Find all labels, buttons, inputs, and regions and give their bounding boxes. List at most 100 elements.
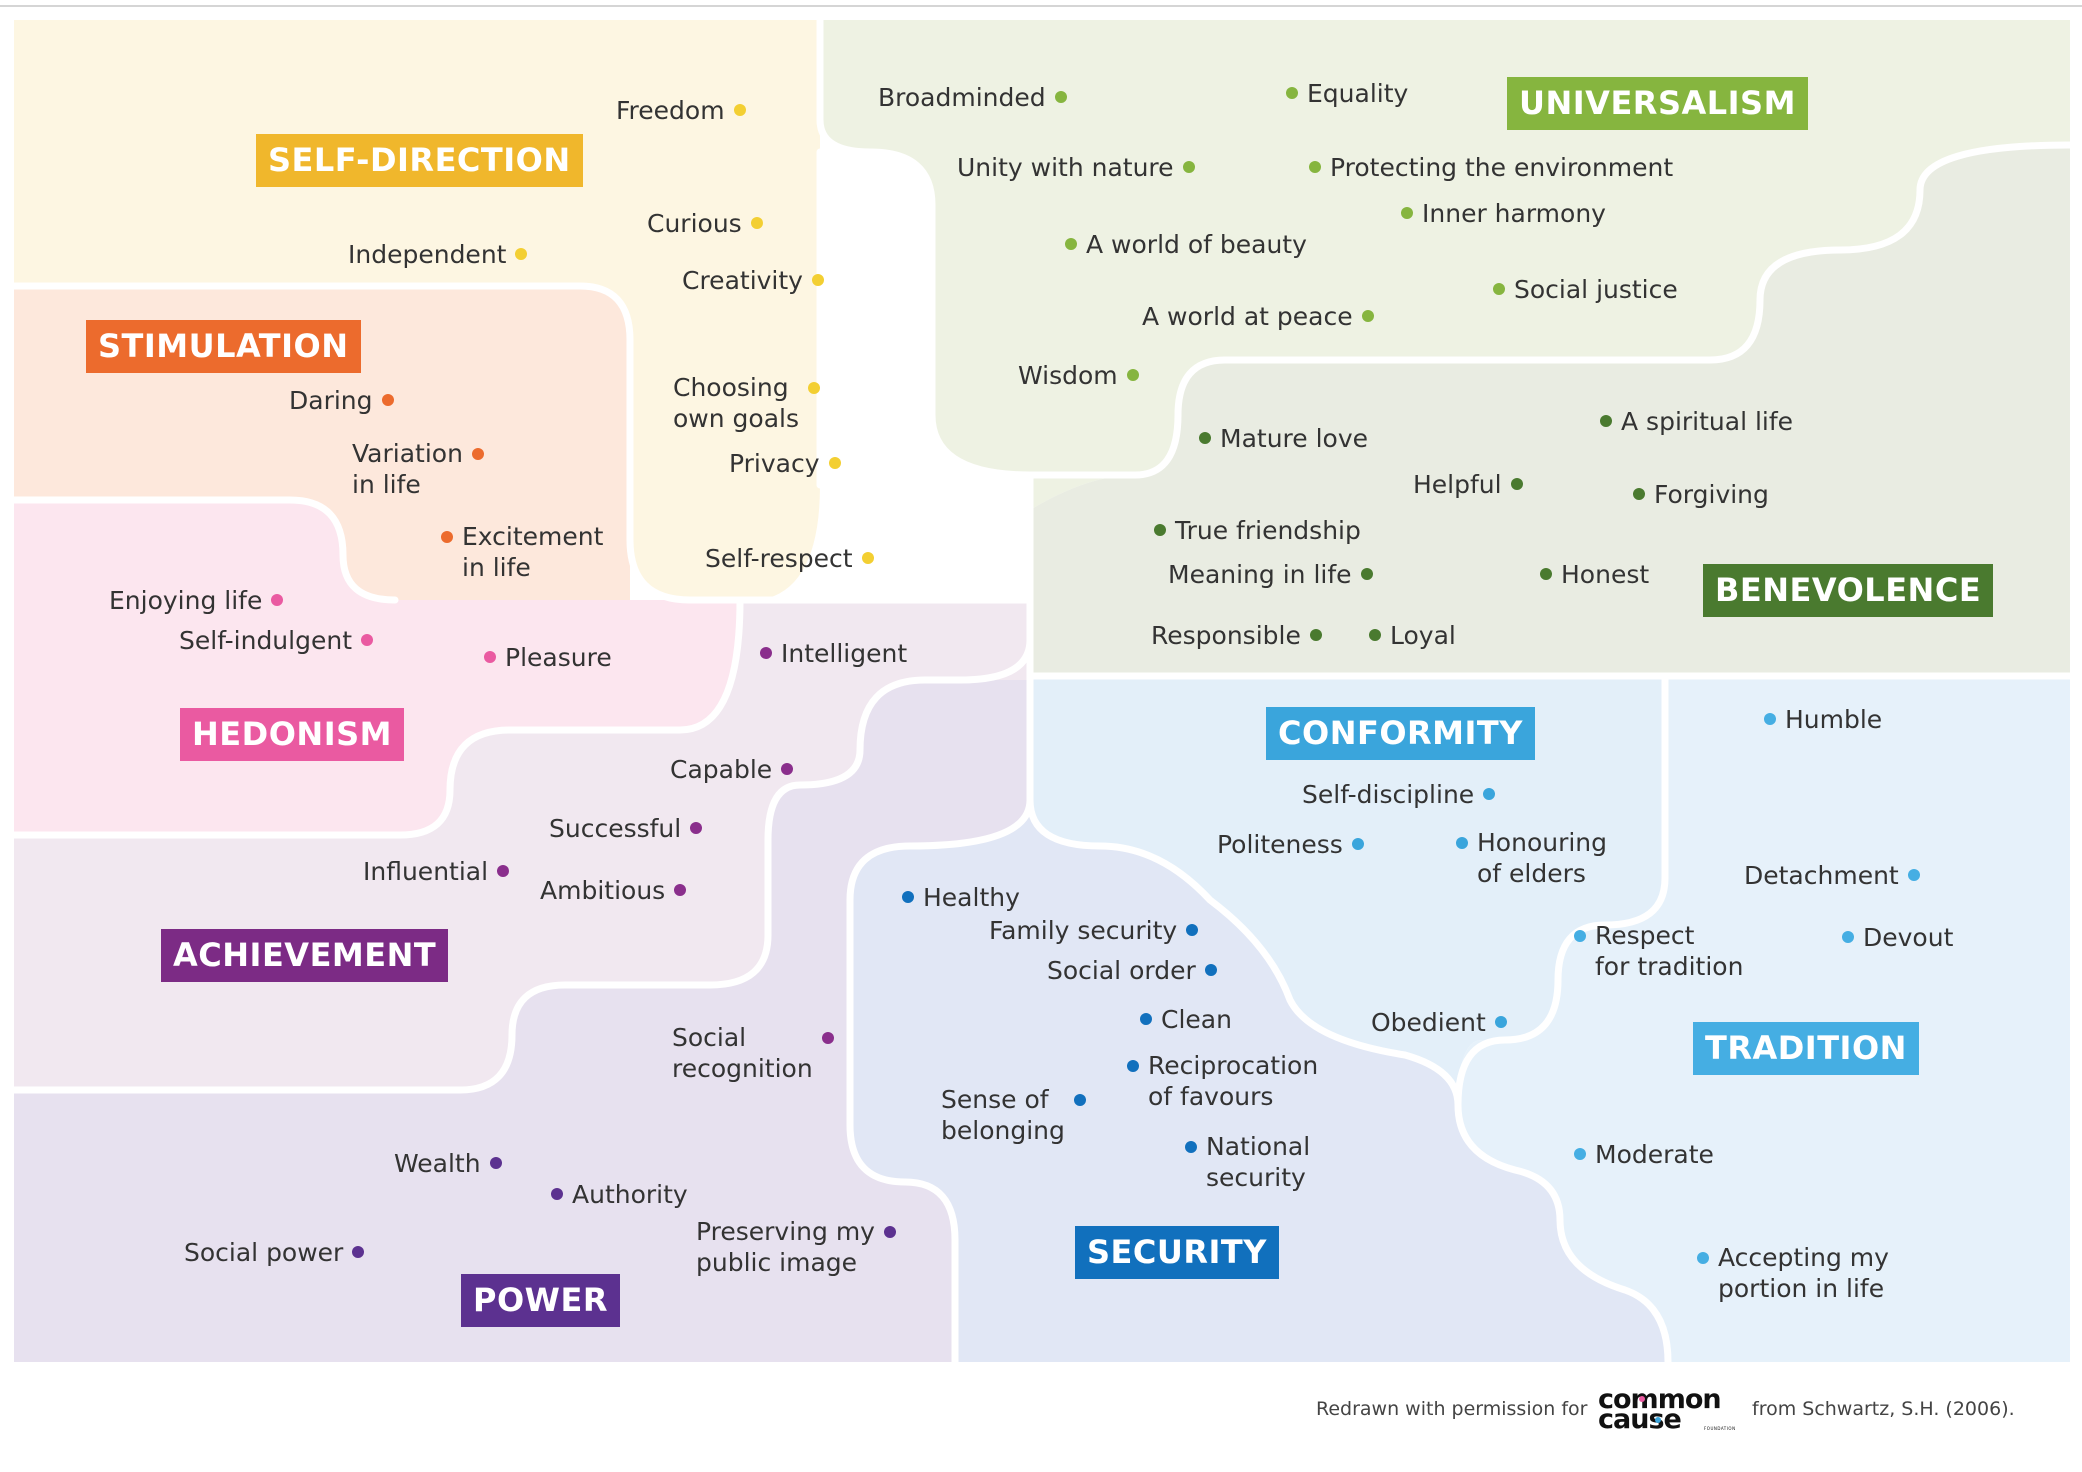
logo-sub: FOUNDATION — [1704, 1426, 1736, 1431]
bullet-dot-icon — [441, 531, 453, 543]
bullet-dot-icon — [352, 1246, 365, 1258]
value-item: Detachment — [1744, 858, 1920, 891]
bullet-dot-icon — [821, 1032, 834, 1044]
value-label: Social power — [184, 1237, 344, 1267]
value-item: Wealth — [394, 1146, 502, 1179]
value-label: Privacy — [729, 448, 820, 478]
bullet-dot-icon — [811, 274, 824, 286]
value-item: Family security — [989, 913, 1199, 946]
value-item: Curious — [647, 206, 763, 239]
bullet-dot-icon — [1369, 629, 1381, 641]
region-badge-self-direction: SELF-DIRECTION — [256, 134, 583, 187]
value-label: Pleasure — [505, 642, 612, 672]
bullet-dot-icon — [1126, 369, 1139, 381]
bullet-dot-icon — [361, 634, 373, 646]
bullet-dot-icon — [861, 552, 874, 564]
region-badge-stimulation: STIMULATION — [86, 320, 361, 373]
region-benevolence — [1030, 145, 2070, 676]
value-item: A world of beauty — [1065, 227, 1307, 260]
value-label: Unity with nature — [957, 152, 1174, 182]
value-item: Social power — [184, 1235, 365, 1268]
value-item: Accepting my portion in life — [1697, 1242, 1889, 1304]
credit-suffix: from Schwartz, S.H. (2006). — [1752, 1398, 2015, 1420]
value-item: Moderate — [1574, 1137, 1714, 1170]
value-label: Sense of belonging — [941, 1085, 1065, 1145]
value-item: Social order — [1047, 953, 1217, 986]
value-item: A spiritual life — [1600, 404, 1793, 437]
value-item: Successful — [549, 811, 703, 844]
value-label: Capable — [670, 754, 773, 784]
bullet-dot-icon — [1351, 838, 1364, 850]
value-item: Helpful — [1413, 467, 1523, 500]
value-item: National security — [1185, 1131, 1310, 1193]
value-label: Obedient — [1371, 1007, 1486, 1037]
value-label: Curious — [647, 208, 742, 238]
value-item: Freedom — [616, 93, 746, 126]
value-label: A world at peace — [1142, 301, 1353, 331]
value-item: Reciprocation of favours — [1127, 1050, 1318, 1112]
value-label: Authority — [572, 1179, 688, 1209]
bullet-dot-icon — [1456, 837, 1468, 849]
value-label: Honest — [1561, 559, 1650, 589]
bullet-dot-icon — [1540, 568, 1552, 580]
value-item: Self-indulgent — [179, 623, 373, 656]
value-item: Social justice — [1493, 272, 1678, 305]
value-item: Broadminded — [878, 80, 1067, 113]
region-badge-hedonism: HEDONISM — [180, 708, 404, 761]
bullet-dot-icon — [1054, 91, 1067, 103]
value-item: A world at peace — [1142, 299, 1374, 332]
value-item: Respect for tradition — [1574, 920, 1743, 982]
bullet-dot-icon — [1494, 1016, 1507, 1028]
value-item: Preserving my public image — [696, 1216, 896, 1278]
bullet-dot-icon — [515, 248, 528, 260]
region-badge-universalism: UNIVERSALISM — [1507, 77, 1808, 130]
bullet-dot-icon — [1574, 930, 1586, 942]
logo-dot — [1639, 1396, 1645, 1402]
value-item: Responsible — [1151, 618, 1322, 651]
bullet-dot-icon — [690, 822, 703, 834]
bullet-dot-icon — [1510, 478, 1523, 490]
value-label: Social justice — [1514, 274, 1678, 304]
value-label: Self-indulgent — [179, 625, 352, 655]
value-item: Honouring of elders — [1456, 827, 1607, 889]
value-label: Independent — [348, 239, 507, 269]
region-badge-tradition: TRADITION — [1693, 1022, 1919, 1075]
value-label: Helpful — [1413, 469, 1502, 499]
bullet-dot-icon — [1127, 1060, 1139, 1072]
value-item: Privacy — [729, 446, 841, 479]
value-label: Responsible — [1151, 620, 1301, 650]
region-tradition — [1458, 676, 2070, 1362]
bullet-dot-icon — [750, 217, 763, 229]
value-item: Clean — [1140, 1002, 1232, 1035]
region-border — [816, 16, 2074, 479]
region-border — [10, 596, 1034, 1094]
value-label: Moderate — [1595, 1139, 1714, 1169]
value-item: Obedient — [1371, 1005, 1507, 1038]
value-label: Protecting the environment — [1330, 152, 1674, 182]
bullet-dot-icon — [1600, 415, 1612, 427]
region-universalism — [820, 20, 2070, 510]
bullet-dot-icon — [489, 1157, 502, 1169]
region-security — [850, 800, 1668, 1362]
value-label: Healthy — [923, 882, 1020, 912]
value-item: Humble — [1764, 702, 1882, 735]
region-conformity — [1030, 676, 1665, 1105]
region-badge-security: SECURITY — [1075, 1226, 1279, 1279]
bullet-dot-icon — [1182, 161, 1195, 173]
value-item: Politeness — [1217, 827, 1364, 860]
bullet-dot-icon — [551, 1188, 563, 1200]
region-badge-conformity: CONFORMITY — [1266, 707, 1535, 760]
value-label: Choosing own goals — [673, 373, 799, 433]
value-item: Authority — [551, 1177, 688, 1210]
bullet-dot-icon — [1199, 432, 1211, 444]
region-self-direction — [14, 20, 820, 600]
value-label: Accepting my portion in life — [1718, 1243, 1889, 1303]
value-item: Enjoying life — [109, 583, 284, 616]
value-item: Intelligent — [760, 636, 907, 669]
bullet-dot-icon — [1309, 629, 1322, 641]
value-label: Politeness — [1217, 829, 1343, 859]
value-label: Wisdom — [1018, 360, 1118, 390]
value-item: Honest — [1540, 557, 1649, 590]
value-item: Choosing own goals — [673, 372, 820, 434]
bullet-dot-icon — [1140, 1013, 1152, 1025]
